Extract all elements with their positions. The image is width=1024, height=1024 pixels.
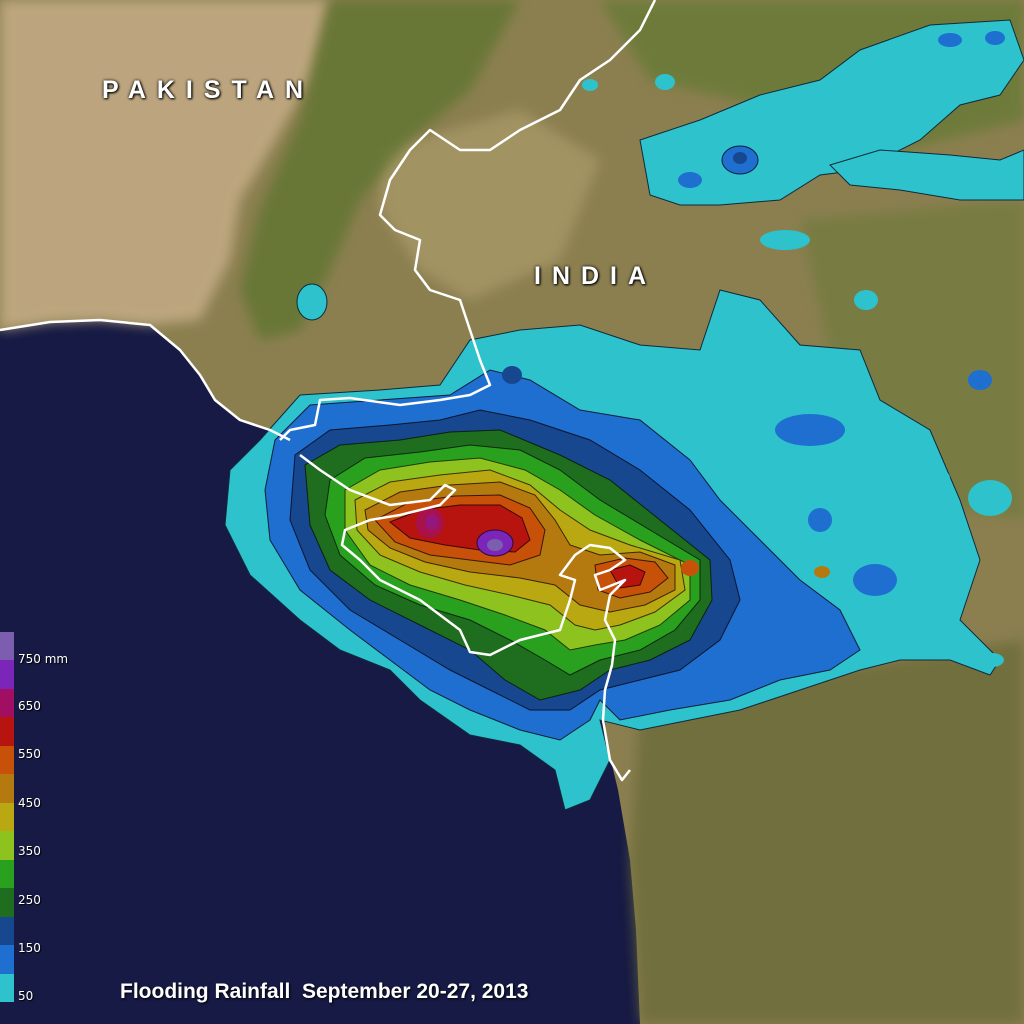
rainfall-cell bbox=[853, 564, 897, 596]
legend-swatch bbox=[0, 774, 14, 803]
legend-swatch bbox=[0, 688, 14, 718]
rainfall-cell bbox=[582, 79, 598, 91]
legend-swatch bbox=[0, 831, 14, 860]
rainfall-cell bbox=[655, 74, 675, 90]
legend-swatch bbox=[0, 859, 14, 889]
rainfall-cell bbox=[968, 480, 1012, 516]
legend-swatch bbox=[0, 745, 14, 775]
map-title: Flooding Rainfall September 20-27, 2013 bbox=[120, 980, 529, 1003]
rainfall-band-50-ne bbox=[829, 149, 1024, 201]
rainfall-cell bbox=[968, 370, 992, 390]
legend-label-250: 250 bbox=[18, 893, 41, 907]
legend-label-150: 150 bbox=[18, 941, 41, 955]
rainfall-cell bbox=[814, 566, 830, 578]
legend-swatch bbox=[0, 888, 14, 917]
vegetation-indus bbox=[240, 0, 520, 340]
rainfall-cell bbox=[681, 560, 699, 576]
rainfall-cell bbox=[615, 395, 645, 415]
rainfall-cell bbox=[980, 653, 1004, 667]
legend-swatch bbox=[0, 632, 14, 661]
rainfall-cell bbox=[930, 470, 950, 486]
rainfall-cell bbox=[502, 366, 522, 384]
saurashtra-coast bbox=[299, 454, 631, 782]
legend-color-bar bbox=[0, 632, 14, 1003]
international-border bbox=[279, 0, 657, 441]
legend-swatch bbox=[0, 945, 14, 974]
rainfall-cell bbox=[884, 528, 916, 552]
rainfall-cell bbox=[808, 508, 832, 532]
legend-label-50: 50 bbox=[18, 989, 34, 1003]
country-label-pakistan: PAKISTAN bbox=[102, 76, 315, 104]
rainfall-cell bbox=[775, 414, 845, 446]
rainfall-cell bbox=[733, 152, 747, 164]
legend-swatch bbox=[0, 916, 14, 946]
legend-swatch bbox=[0, 717, 14, 746]
borders bbox=[0, 0, 657, 782]
rainfall-cell bbox=[705, 445, 729, 465]
rainfall-band-600-west bbox=[416, 508, 444, 538]
rainfall-cell bbox=[985, 31, 1005, 45]
rainfall-cell bbox=[760, 230, 810, 250]
rainfall-cell bbox=[296, 283, 328, 321]
legend-swatch bbox=[0, 802, 14, 832]
country-label-india: INDIA bbox=[534, 262, 658, 290]
rainfall-cell bbox=[854, 290, 878, 310]
legend-label-350: 350 bbox=[18, 844, 41, 858]
legend-swatch bbox=[0, 973, 14, 1003]
legend-label-750: 750 mm bbox=[18, 652, 69, 666]
desert-region-east bbox=[380, 110, 600, 300]
rainfall-cell bbox=[678, 172, 702, 188]
legend-label-650: 650 bbox=[18, 699, 41, 713]
legend: 750 mm 650 550 450 350 250 150 50 bbox=[0, 632, 80, 1003]
vegetation-east bbox=[800, 200, 1024, 520]
rainfall-cell bbox=[938, 33, 962, 47]
rainfall-band-750 bbox=[487, 539, 503, 551]
vegetation-south bbox=[630, 640, 1024, 1024]
coastline-west bbox=[0, 318, 291, 442]
legend-label-550: 550 bbox=[18, 747, 41, 761]
legend-swatch bbox=[0, 660, 14, 689]
legend-label-450: 450 bbox=[18, 796, 41, 810]
desert-region bbox=[0, 0, 330, 330]
